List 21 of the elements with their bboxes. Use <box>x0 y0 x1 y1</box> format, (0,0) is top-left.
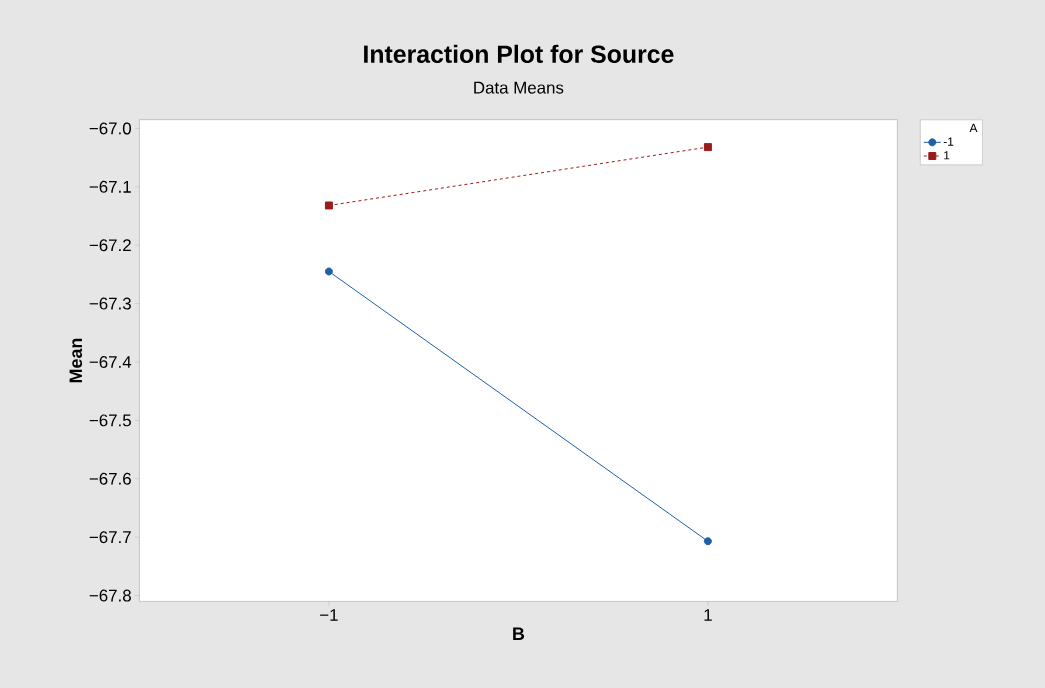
point <box>703 143 712 152</box>
legend-label: -1 <box>943 137 954 146</box>
y-tick-label: −67.1 <box>89 180 131 193</box>
chart-subtitle: Data Means <box>474 81 564 94</box>
y-tick-label: −67.0 <box>89 122 131 135</box>
point <box>703 537 712 546</box>
x-tick-label: −1 <box>320 609 338 621</box>
y-axis-title: Mean <box>69 338 83 383</box>
y-tick-label: −67.3 <box>89 297 131 310</box>
x-axis-title: B <box>513 627 525 640</box>
legend-label: 1 <box>944 151 950 160</box>
y-tick-label: −67.5 <box>89 414 131 427</box>
y-tick-label: −67.6 <box>89 472 131 485</box>
y-tick-label: −67.4 <box>89 355 132 368</box>
point <box>324 267 333 276</box>
legend-title: A <box>969 123 978 132</box>
y-tick-label: −67.7 <box>89 531 131 544</box>
chart-title: Interaction Plot for Source <box>364 44 674 63</box>
point <box>324 201 333 210</box>
y-tick-label: −67.2 <box>89 239 131 252</box>
y-tick-label: −67.8 <box>89 589 131 602</box>
